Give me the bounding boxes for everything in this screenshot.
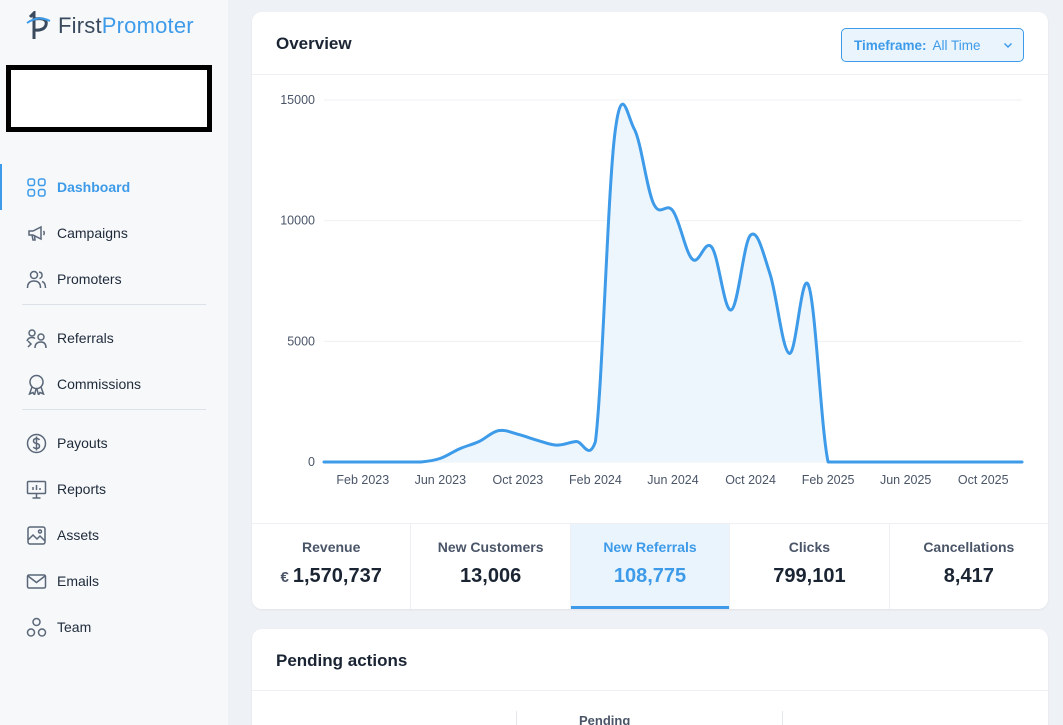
stat-label: New Customers	[437, 539, 544, 555]
users-icon	[26, 270, 47, 288]
sidebar-item-promoters[interactable]: Promoters	[0, 256, 228, 302]
currency-symbol: €	[280, 569, 289, 586]
stat-cancellations[interactable]: Cancellations 8,417	[890, 524, 1048, 609]
y-tick-label: 5000	[287, 334, 315, 348]
y-tick-label: 15000	[280, 93, 315, 107]
timeframe-value: All Time	[932, 37, 981, 53]
overview-chart: 0 5000 10000 15000 Feb 2023 Jun 2023 Oct 2023 F…	[252, 76, 1048, 522]
timeframe-dropdown[interactable]: Timeframe: All Time	[841, 28, 1024, 62]
timeframe-label: Timeframe:	[854, 37, 927, 53]
mail-icon	[26, 573, 47, 589]
pending-actions-card: Pending actions Pending	[252, 629, 1048, 725]
image-icon	[27, 525, 46, 545]
team-icon	[26, 617, 47, 637]
pending-divider	[252, 690, 1048, 691]
firstpromoter-logo-icon	[26, 11, 51, 39]
sidebar-item-label: Payouts	[57, 435, 108, 451]
sidebar-nav: Dashboard Campaigns Promoters Referrals	[0, 164, 228, 650]
dollar-circle-icon	[26, 433, 47, 453]
overview-card: Overview Timeframe: All Time 0 5000 10000 1…	[252, 12, 1048, 609]
x-tick-label: Oct 2024	[725, 473, 776, 487]
award-icon	[28, 374, 45, 395]
brand-name: FirstPromoter	[58, 13, 194, 39]
sidebar-item-label: Assets	[57, 527, 100, 543]
sidebar-item-label: Campaigns	[57, 225, 128, 241]
x-tick-label: Feb 2023	[336, 473, 389, 487]
stats-row: Revenue € 1,570,737 New Customers 13,006…	[252, 523, 1048, 609]
pending-actions-title: Pending actions	[276, 651, 408, 670]
stat-value: 8,417	[943, 565, 994, 587]
stat-new-referrals[interactable]: New Referrals 108,775	[570, 524, 731, 609]
stat-label: New Referrals	[603, 539, 697, 555]
column-divider	[782, 711, 783, 725]
sidebar-item-assets[interactable]: Assets	[0, 512, 228, 558]
stat-revenue[interactable]: Revenue € 1,570,737	[252, 524, 412, 609]
sidebar-item-dashboard[interactable]: Dashboard	[0, 164, 228, 210]
column-divider	[516, 711, 517, 725]
stat-label: Clicks	[788, 539, 831, 555]
presentation-icon	[26, 480, 47, 499]
nav-spacer	[0, 410, 228, 420]
sidebar-item-reports[interactable]: Reports	[0, 466, 228, 512]
x-tick-label: Oct 2025	[958, 473, 1009, 487]
nav-divider	[22, 304, 206, 305]
y-tick-label: 0	[308, 455, 315, 469]
stat-new-customers[interactable]: New Customers 13,006	[411, 524, 571, 609]
grid-icon	[27, 177, 46, 197]
nav-spacer	[0, 305, 228, 315]
x-tick-label: Oct 2023	[493, 473, 544, 487]
stat-label: Revenue	[302, 539, 361, 555]
brand-logo[interactable]: FirstPromoter	[24, 10, 194, 42]
sidebar-item-team[interactable]: Team	[0, 604, 228, 650]
sidebar-item-label: Team	[57, 619, 92, 635]
redacted-account-box	[6, 65, 212, 132]
stat-clicks[interactable]: Clicks 799,101	[730, 524, 890, 609]
brand-name-first: First	[58, 13, 102, 38]
stat-value: 108,775	[613, 565, 687, 587]
sidebar-item-emails[interactable]: Emails	[0, 558, 228, 604]
sidebar-item-payouts[interactable]: Payouts	[0, 420, 228, 466]
sidebar-item-commissions[interactable]: Commissions	[0, 361, 228, 407]
stat-number: 1,570,737	[292, 565, 382, 587]
series-area	[324, 104, 1022, 462]
x-tick-label: Jun 2023	[415, 473, 466, 487]
chevron-down-icon	[1003, 42, 1013, 49]
sidebar-item-label: Commissions	[57, 376, 142, 392]
sidebar-item-campaigns[interactable]: Campaigns	[0, 210, 228, 256]
y-tick-label: 10000	[280, 214, 315, 228]
stat-value: € 1,570,737	[281, 565, 382, 588]
sidebar-item-label: Reports	[57, 481, 107, 497]
stat-label: Cancellations	[923, 539, 1015, 555]
sidebar-item-label: Emails	[57, 573, 100, 589]
pending-column-label: Pending	[579, 713, 631, 725]
sidebar-item-referrals[interactable]: Referrals	[0, 315, 228, 361]
sidebar: FirstPromoter Dashboard Campaigns Promot…	[0, 0, 228, 725]
x-tick-label: Feb 2024	[569, 473, 622, 487]
x-tick-label: Feb 2025	[802, 473, 855, 487]
nav-divider	[22, 409, 206, 410]
line-chart: 0 5000 10000 15000 Feb 2023 Jun 2023 Oct 2023 F…	[280, 93, 1024, 487]
x-tick-label: Jun 2024	[647, 473, 698, 487]
sidebar-item-label: Promoters	[57, 271, 122, 287]
overview-title: Overview	[276, 34, 352, 53]
stat-value: 13,006	[460, 565, 522, 587]
brand-name-second: Promoter	[101, 13, 194, 38]
megaphone-icon	[28, 225, 45, 241]
sidebar-item-label: Referrals	[57, 330, 114, 346]
sidebar-item-label: Dashboard	[57, 179, 131, 195]
overview-header: Overview Timeframe: All Time	[252, 12, 1048, 75]
user-share-icon	[26, 328, 47, 348]
stat-value: 799,101	[773, 565, 846, 587]
x-tick-label: Jun 2025	[880, 473, 931, 487]
